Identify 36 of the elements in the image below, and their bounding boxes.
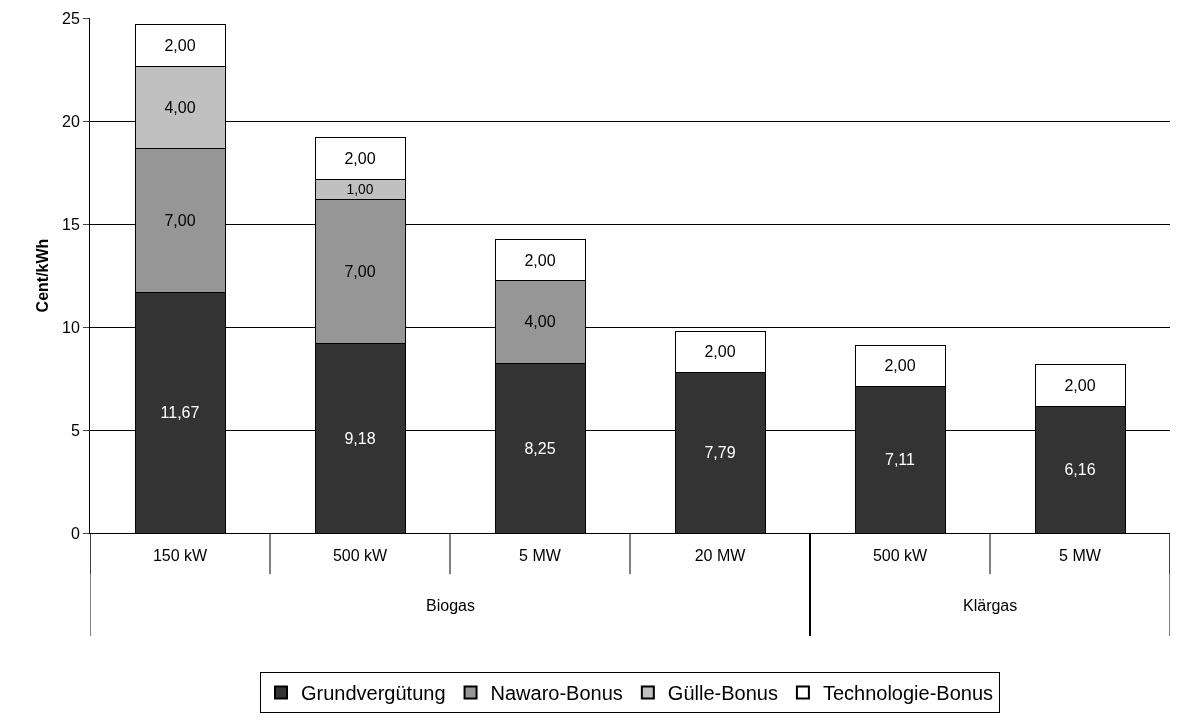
text: Klärgas bbox=[963, 597, 1018, 614]
y-tick-label: 25 bbox=[62, 9, 80, 27]
data-label: 6,16 bbox=[1064, 461, 1096, 479]
data-label: 7,00 bbox=[164, 212, 196, 229]
legend-label: Grundvergütung bbox=[301, 682, 446, 705]
y-tick-label: 10 bbox=[62, 318, 80, 336]
y-tick-label: 0 bbox=[70, 524, 80, 542]
x-tick-label: 5 MW bbox=[1059, 547, 1102, 565]
data-label: 11,67 bbox=[160, 404, 200, 422]
y-tick-label: 5 bbox=[70, 421, 80, 439]
data-label: 1,00 bbox=[346, 182, 374, 198]
y-axis-title: Cent/kWh bbox=[34, 238, 51, 313]
data-label: 2,00 bbox=[164, 36, 196, 54]
data-label: 7,79 bbox=[704, 444, 736, 462]
data-label: 2,00 bbox=[704, 343, 736, 361]
data-label: 4,00 bbox=[164, 98, 196, 116]
legend-label: Technologie-Bonus bbox=[822, 682, 994, 705]
data-label: 4,00 bbox=[524, 313, 556, 331]
x-tick-label: 150 kW bbox=[152, 547, 209, 565]
data-label: 2,00 bbox=[344, 149, 376, 167]
x-tick-label: 20 MW bbox=[694, 547, 747, 565]
legend-label: Nawaro-Bonus bbox=[490, 682, 623, 705]
data-label: 2,00 bbox=[524, 251, 556, 269]
x-tick-label: 5 MW bbox=[519, 547, 562, 565]
legend-label: Gülle-Bonus bbox=[667, 682, 778, 705]
text: Biogas bbox=[426, 597, 475, 614]
data-label: 8,25 bbox=[524, 439, 556, 457]
x-tick-label: 500 kW bbox=[872, 547, 929, 565]
data-label: 7,00 bbox=[344, 263, 376, 281]
data-label: 9,18 bbox=[344, 429, 376, 447]
y-tick-label: 15 bbox=[62, 215, 80, 233]
y-tick-label: 20 bbox=[62, 112, 80, 130]
x-tick-label: 500 kW bbox=[332, 547, 389, 565]
data-label: 2,00 bbox=[1064, 377, 1096, 394]
data-label: 2,00 bbox=[884, 357, 916, 375]
data-label: 7,11 bbox=[884, 451, 916, 469]
